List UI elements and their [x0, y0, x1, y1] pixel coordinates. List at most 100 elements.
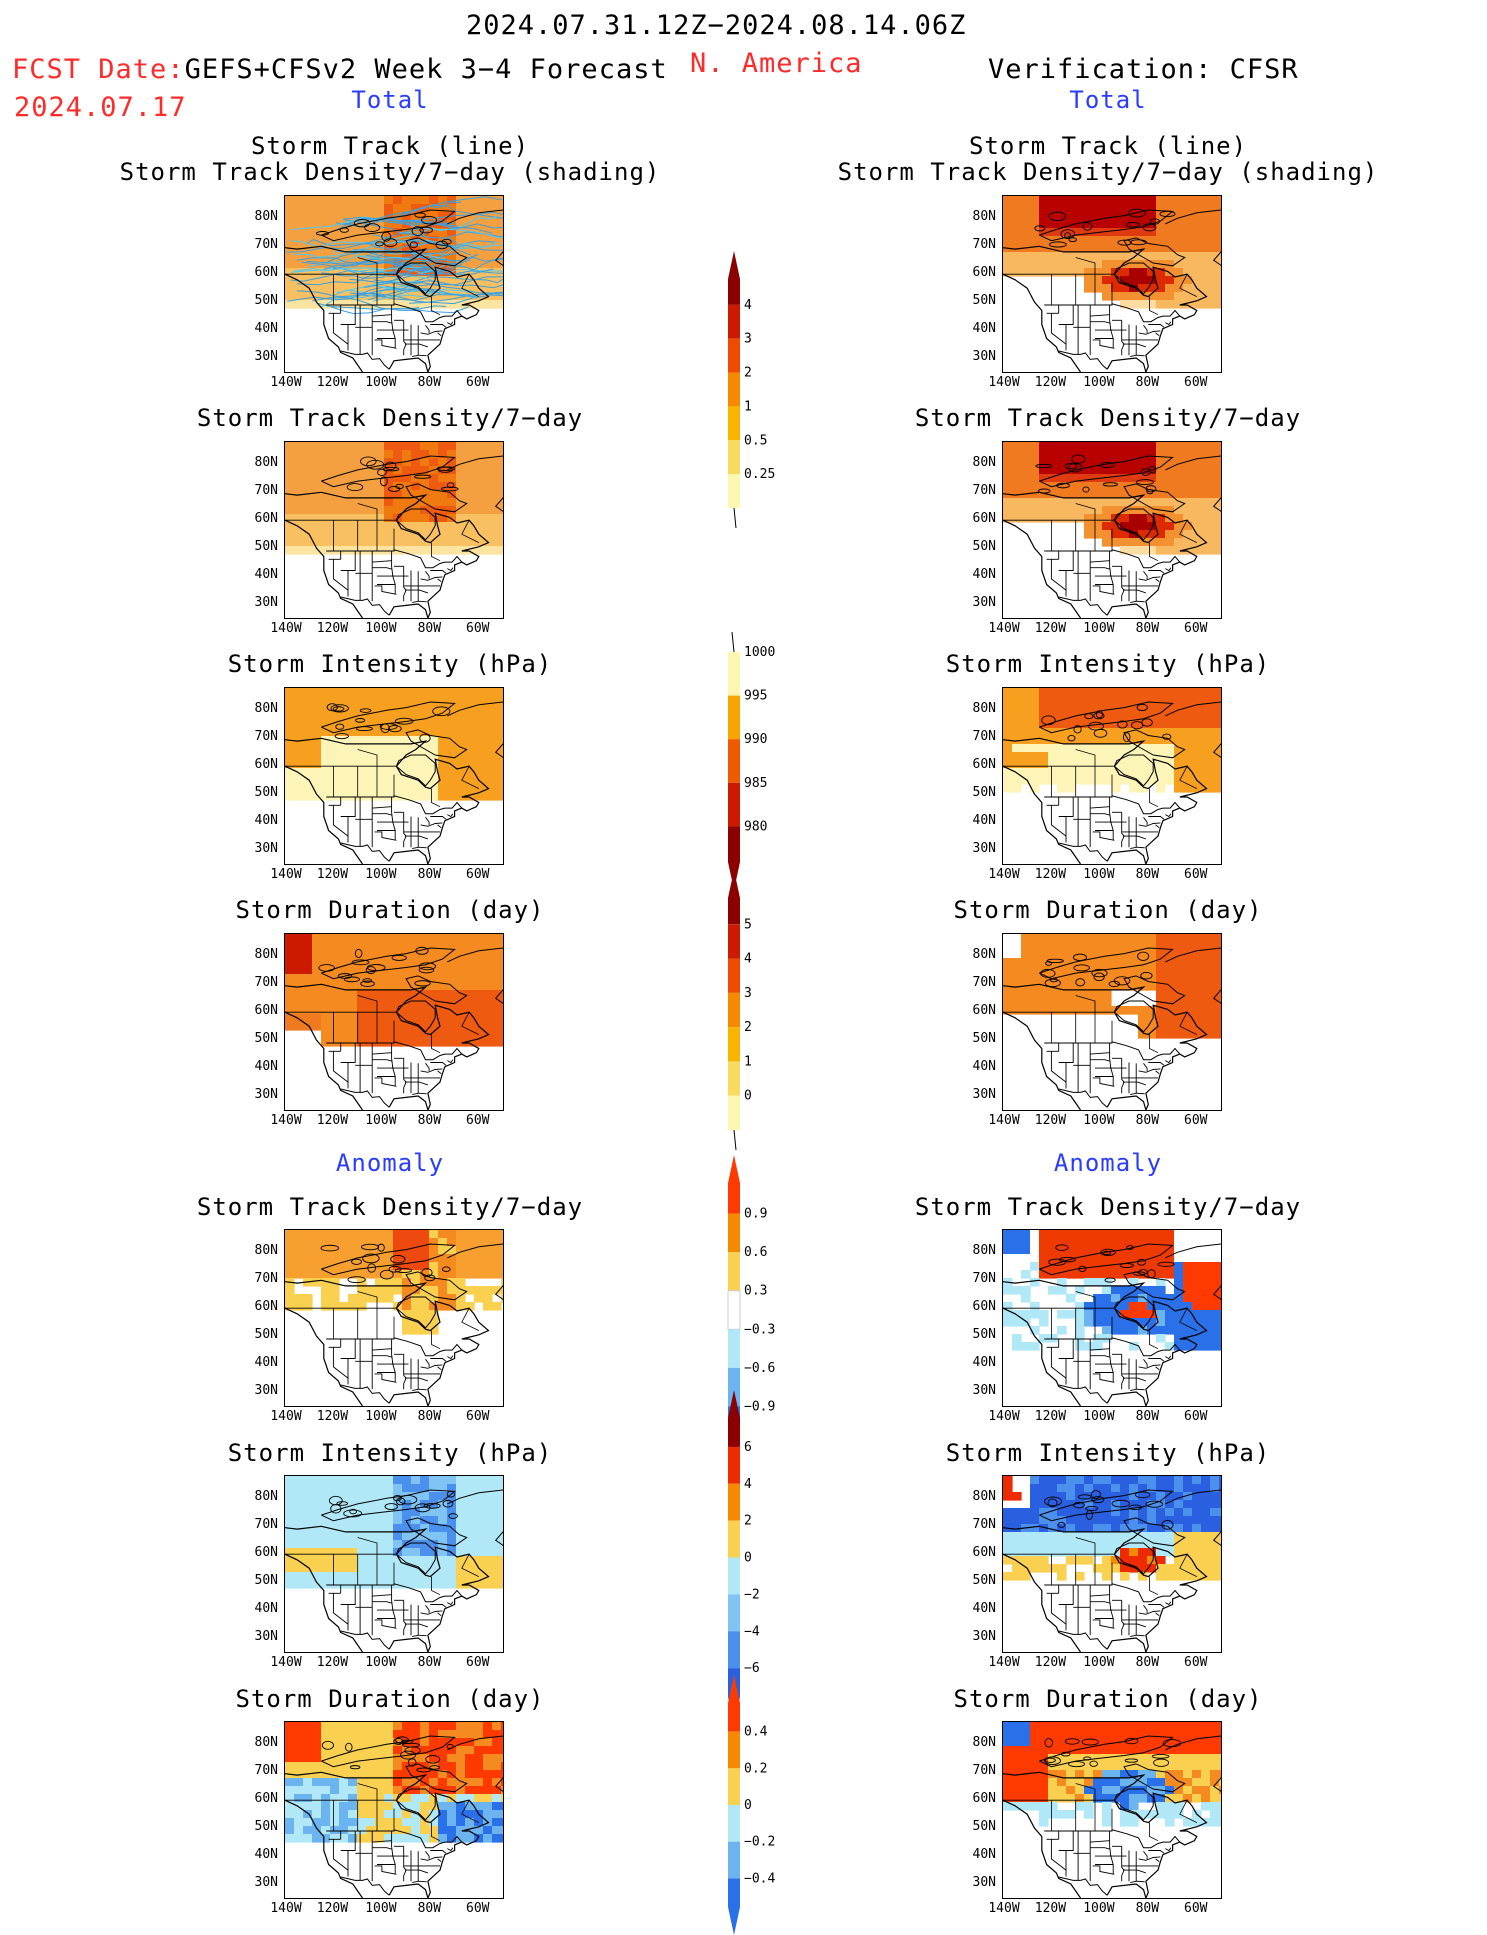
- shading-cell: [393, 784, 403, 793]
- shading-cell: [384, 958, 394, 967]
- lat-label: 60N: [962, 511, 996, 526]
- shading-cell: [303, 934, 313, 943]
- shading-cell: [1084, 1006, 1094, 1015]
- lon-label: 100W: [1077, 1655, 1121, 1670]
- shading-cell: [1156, 1286, 1166, 1295]
- shading-cell: [1120, 252, 1130, 261]
- shading-cell: [1030, 474, 1040, 483]
- shading-cell: [1201, 1524, 1211, 1533]
- shading-cell: [1138, 506, 1148, 515]
- shading-cell: [483, 1746, 493, 1755]
- coastline-boundary: [405, 1624, 428, 1627]
- shading-cell: [321, 1722, 331, 1731]
- coastline-boundary: [1148, 1063, 1164, 1066]
- shading-cell: [456, 490, 466, 499]
- coastline-boundary: [1148, 1359, 1164, 1362]
- shading-cell: [321, 442, 331, 451]
- shading-cell: [1174, 482, 1184, 491]
- shading-cell: [330, 204, 340, 213]
- shading-cell: [456, 934, 466, 943]
- coastline-boundary: [1156, 1071, 1160, 1074]
- shading-cell: [357, 768, 367, 777]
- shading-cell: [348, 776, 358, 785]
- shading-cell: [303, 506, 313, 515]
- map-track-right: [1002, 195, 1222, 373]
- shading-cell: [294, 1548, 304, 1557]
- shading-cell: [474, 1516, 484, 1525]
- coastline-boundary: [430, 1359, 446, 1362]
- shading-cell: [1183, 736, 1193, 745]
- shading-cell: [1165, 990, 1175, 999]
- shading-cell: [492, 950, 502, 959]
- coastline-boundary: [1122, 566, 1124, 601]
- shading-cell: [1138, 228, 1148, 237]
- shading-cell: [447, 1580, 457, 1589]
- shading-cell: [1210, 1230, 1220, 1239]
- shading-cell: [1147, 1286, 1157, 1295]
- shading-cell: [1102, 1238, 1112, 1247]
- shading-cell: [1102, 1294, 1112, 1303]
- coastline-boundary: [1059, 305, 1074, 325]
- shading-cell: [1111, 728, 1121, 737]
- shading-cell: [1138, 1548, 1148, 1557]
- shading-cell: [429, 244, 439, 253]
- shading-cell: [456, 1730, 466, 1739]
- shading-cell: [1075, 752, 1085, 761]
- shading-cell: [1219, 284, 1221, 293]
- coastline-boundary: [1059, 1339, 1074, 1359]
- title-duration-left: Storm Duration (day): [140, 896, 640, 924]
- shading-cell: [1120, 1302, 1130, 1311]
- shading-cell: [1111, 1508, 1121, 1517]
- shading-cell: [1120, 1548, 1130, 1557]
- shading-cell: [1201, 458, 1211, 467]
- shading-cell: [366, 1022, 376, 1031]
- shading-cell: [1048, 1484, 1058, 1493]
- shading-cell: [438, 212, 448, 221]
- lon-label: 140W: [982, 867, 1026, 882]
- shading-cell: [330, 1556, 340, 1565]
- shading-cell: [1066, 498, 1076, 507]
- shading-cell: [1021, 1254, 1031, 1263]
- shading-cell: [294, 696, 304, 705]
- shading-cell: [501, 1722, 503, 1731]
- shading-cell: [285, 768, 295, 777]
- shading-cell: [456, 942, 466, 951]
- shading-cell: [375, 514, 385, 523]
- shading-cell: [366, 1730, 376, 1739]
- shading-cell: [1030, 1500, 1040, 1509]
- shading-cell: [1048, 1540, 1058, 1549]
- shading-cell: [366, 1778, 376, 1787]
- shading-cell: [285, 1508, 295, 1517]
- shading-cell: [1156, 1270, 1166, 1279]
- shading-cell: [1003, 482, 1013, 491]
- title-intensity-anom-right: Storm Intensity (hPa): [858, 1439, 1358, 1467]
- shading-cell: [1066, 1294, 1076, 1303]
- shading-cell: [1075, 1572, 1085, 1581]
- shading-cell: [303, 1572, 313, 1581]
- shading-cell: [1210, 760, 1220, 769]
- shading-cell: [1201, 1286, 1211, 1295]
- lat-label: 70N: [962, 483, 996, 498]
- shading-cell: [1057, 1548, 1067, 1557]
- coastline-boundary: [1044, 796, 1180, 814]
- shading-cell: [375, 498, 385, 507]
- shading-cell: [465, 696, 475, 705]
- shading-cell: [1138, 442, 1148, 451]
- shading-cell: [1147, 1238, 1157, 1247]
- shading-cell: [1093, 260, 1103, 269]
- shading-cell: [501, 212, 503, 221]
- shading-cell: [375, 990, 385, 999]
- shading-cell: [393, 204, 403, 213]
- shading-cell: [1129, 784, 1139, 793]
- shading-cell: [1111, 196, 1121, 205]
- shading-cell: [456, 1278, 466, 1287]
- shading-cell: [330, 1778, 340, 1787]
- shading-cell: [1102, 942, 1112, 951]
- shading-cell: [411, 196, 421, 205]
- shading-cell: [1210, 736, 1220, 745]
- shading-cell: [1048, 760, 1058, 769]
- shading-cell: [1183, 990, 1193, 999]
- shading-cell: [1174, 776, 1184, 785]
- shading-cell: [501, 466, 503, 475]
- shading-cell: [1138, 1556, 1148, 1565]
